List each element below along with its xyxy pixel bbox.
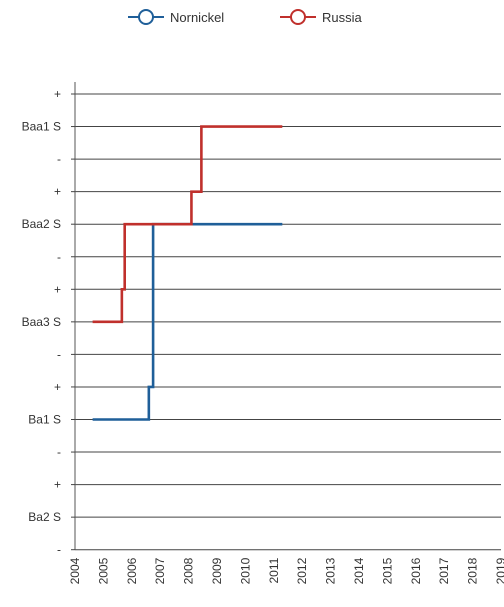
- y-tick-label: Baa3 S: [22, 315, 61, 329]
- legend: Nornickel Russia: [128, 9, 363, 25]
- y-tick-label: +: [54, 380, 61, 394]
- y-axis: - Ba2 S + - Ba1 S + - Baa3 S + - Baa2 S + - Baa1 S +: [22, 82, 76, 557]
- y-tick-label: +: [54, 185, 61, 199]
- x-tick-label: 2009: [210, 557, 224, 584]
- y-tick-label: -: [57, 152, 61, 166]
- x-tick-label: 2019: [494, 557, 504, 584]
- x-tick-label: 2011: [267, 557, 281, 583]
- x-tick-label: 2012: [295, 557, 309, 584]
- legend-marker: [290, 9, 306, 25]
- y-tick-label: +: [54, 87, 61, 101]
- x-axis: 2004 2005 2006 2007 2008 2009 2010 2011 2012 2013…: [68, 557, 504, 584]
- y-tick-label: Baa2 S: [22, 217, 61, 231]
- legend-marker: [138, 9, 154, 25]
- x-tick-label: 2005: [96, 557, 110, 584]
- legend-item-nornickel[interactable]: Nornickel: [128, 9, 224, 25]
- x-tick-label: 2010: [238, 557, 252, 584]
- x-tick-label: 2008: [182, 557, 196, 584]
- y-tick-label: -: [57, 250, 61, 264]
- series-line-russia: [92, 125, 283, 324]
- grid: [75, 93, 501, 551]
- x-tick-label: 2006: [125, 557, 139, 584]
- x-tick-label: 2004: [68, 557, 82, 584]
- legend-label: Nornickel: [170, 10, 224, 25]
- y-tick-label: +: [54, 282, 61, 296]
- y-tick-label: Baa1 S: [22, 120, 61, 134]
- x-tick-label: 2017: [437, 557, 451, 584]
- legend-item-russia[interactable]: Russia: [280, 9, 363, 25]
- x-tick-label: 2016: [409, 557, 423, 584]
- y-tick-label: -: [57, 347, 61, 361]
- x-tick-label: 2018: [466, 557, 480, 584]
- y-tick-label: +: [54, 478, 61, 492]
- legend-label: Russia: [322, 10, 363, 25]
- x-tick-label: 2007: [153, 557, 167, 584]
- x-tick-label: 2013: [324, 557, 338, 584]
- y-tick-label: Ba2 S: [28, 510, 61, 524]
- x-tick-label: 2014: [352, 557, 366, 584]
- x-tick-label: 2015: [380, 557, 394, 584]
- y-tick-label: -: [57, 543, 61, 557]
- y-tick-label: Ba1 S: [28, 413, 61, 427]
- series-layer: [92, 125, 283, 421]
- y-tick-label: -: [57, 445, 61, 459]
